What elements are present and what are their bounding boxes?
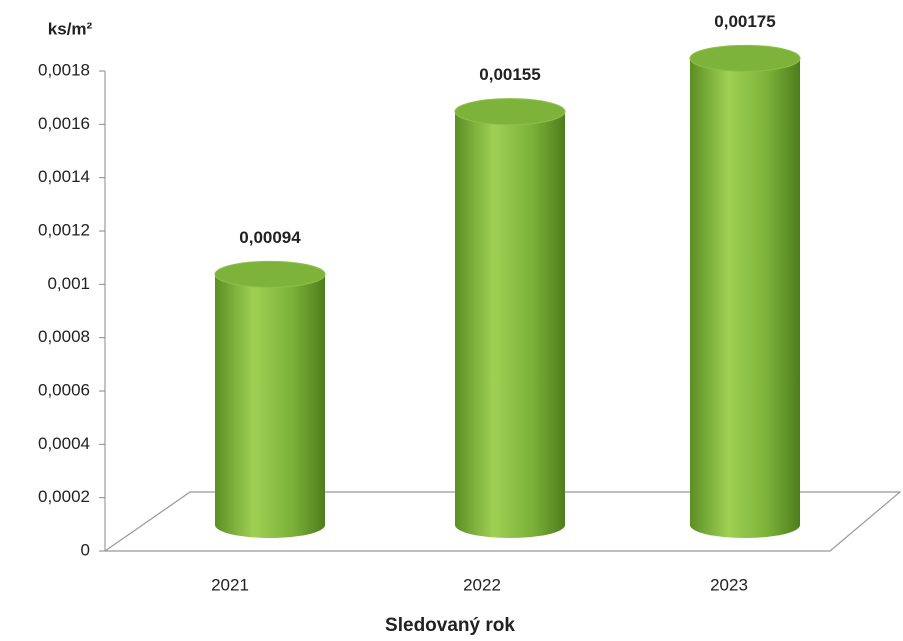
value-label: 0,00175 (714, 12, 775, 31)
value-label: 0,00155 (479, 65, 540, 84)
bar (455, 111, 565, 539)
y-tick-label: 0,0018 (38, 60, 90, 79)
x-tick-label: 2023 (710, 575, 748, 594)
y-tick-label: 0,0002 (38, 487, 90, 506)
y-tick-label: 0 (81, 540, 90, 559)
y-tick-label: 0,0012 (38, 220, 90, 239)
y-axis-label: ks/m² (48, 19, 93, 38)
bar-top (689, 44, 801, 72)
x-tick-label: 2021 (211, 575, 249, 594)
bar-top (214, 260, 326, 288)
bar-top (454, 98, 566, 126)
y-tick-label: 0,001 (47, 274, 90, 293)
value-label: 0,00094 (239, 228, 301, 247)
floor (104, 491, 902, 552)
floor-outline (104, 491, 902, 552)
y-tick-label: 0,0008 (38, 327, 90, 346)
y-tick-label: 0,0006 (38, 380, 90, 399)
x-axis-label: Sledovaný rok (385, 615, 515, 636)
y-tick-label: 0,0014 (38, 167, 90, 186)
y-tick-label: 0,0004 (38, 434, 90, 453)
y-tick-label: 0,0016 (38, 114, 90, 133)
x-tick-label: 2022 (463, 575, 501, 594)
bar (690, 58, 800, 538)
bar (215, 274, 325, 538)
